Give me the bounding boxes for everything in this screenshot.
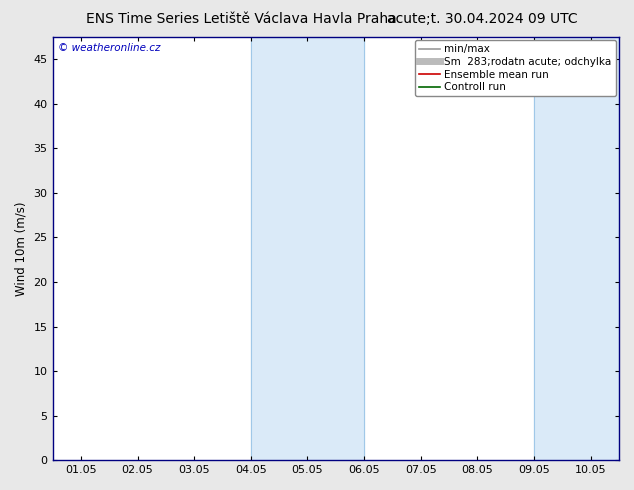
Text: ENS Time Series Letiště Václava Havla Praha: ENS Time Series Letiště Václava Havla Pr… — [86, 12, 396, 26]
Text: acute;t. 30.04.2024 09 UTC: acute;t. 30.04.2024 09 UTC — [387, 12, 577, 26]
Legend: min/max, Sm  283;rodatn acute; odchylka, Ensemble mean run, Controll run: min/max, Sm 283;rodatn acute; odchylka, … — [415, 40, 616, 97]
Bar — [534, 37, 619, 460]
Text: © weatheronline.cz: © weatheronline.cz — [58, 44, 160, 53]
Bar — [251, 37, 364, 460]
Y-axis label: Wind 10m (m/s): Wind 10m (m/s) — [15, 201, 28, 296]
